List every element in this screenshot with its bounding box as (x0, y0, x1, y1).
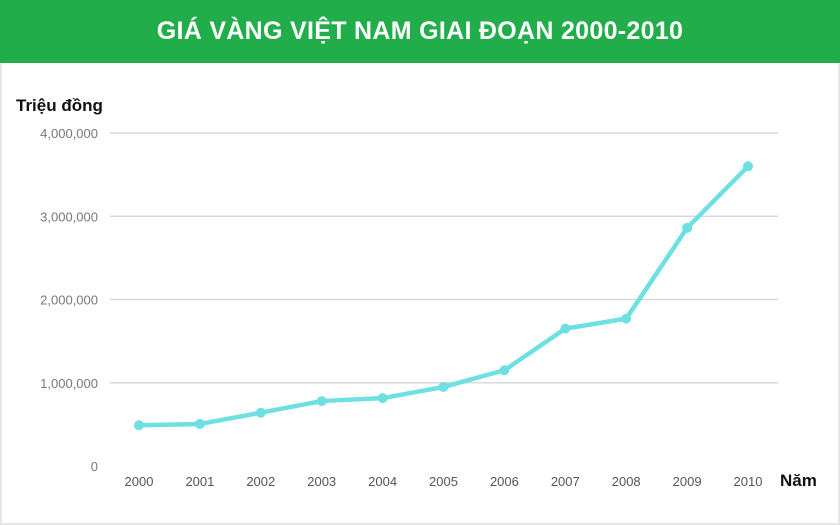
x-tick-label: 2003 (307, 474, 336, 489)
x-tick-label: 2008 (612, 474, 641, 489)
data-point (682, 222, 693, 233)
y-tick-label: 4,000,000 (40, 126, 98, 141)
x-tick-label: 2009 (673, 474, 702, 489)
y-axis-label: Triệu đồng (16, 96, 103, 115)
x-tick-label: 2006 (490, 474, 519, 489)
data-point (255, 407, 266, 418)
x-tick-label: 2004 (368, 474, 397, 489)
y-tick-label: 0 (91, 459, 98, 474)
chart-title: GIÁ VÀNG VIỆT NAM GIAI ĐOẠN 2000-2010 (0, 0, 840, 63)
x-tick-label: 2007 (551, 474, 580, 489)
x-tick-label: 2010 (734, 474, 763, 489)
x-tick-label: 2000 (125, 474, 154, 489)
x-tick-label: 2002 (246, 474, 275, 489)
data-point (499, 365, 510, 376)
data-point (194, 418, 205, 429)
data-point (438, 381, 449, 392)
x-tick-label: 2005 (429, 474, 458, 489)
y-tick-label: 2,000,000 (40, 293, 98, 308)
y-tick-label: 3,000,000 (40, 209, 98, 224)
data-point (316, 396, 327, 407)
data-point (377, 393, 388, 404)
data-point (621, 313, 632, 324)
x-tick-label: 2001 (185, 474, 214, 489)
data-point (134, 420, 144, 431)
x-axis-label: Năm (780, 471, 817, 490)
data-point (560, 323, 571, 334)
data-point (743, 161, 753, 172)
y-tick-label: 1,000,000 (40, 376, 98, 391)
